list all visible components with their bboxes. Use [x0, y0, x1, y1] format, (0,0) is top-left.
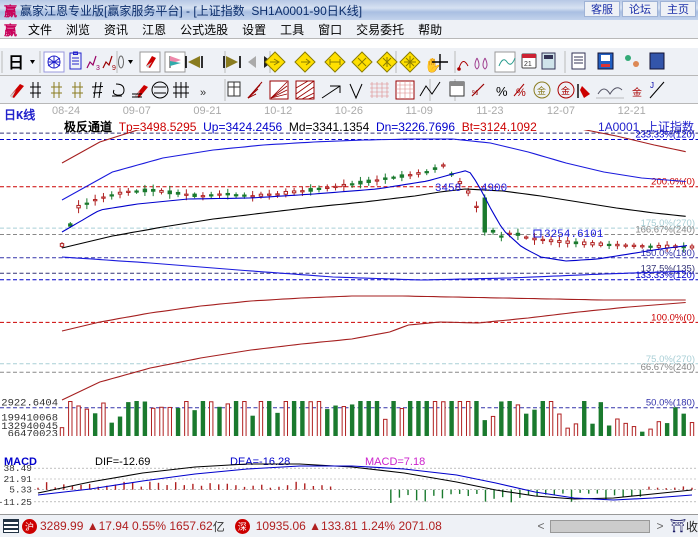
svg-text:66470023: 66470023: [8, 428, 58, 436]
svg-text:%: %: [496, 84, 508, 99]
svg-text:金: 金: [561, 85, 570, 96]
svg-text:166.67%(240): 166.67%(240): [635, 225, 695, 236]
svg-text:3458: 3458: [435, 183, 461, 195]
svg-text:38.49: 38.49: [3, 463, 32, 474]
svg-text:MACD=7.18: MACD=7.18: [365, 456, 425, 468]
svg-text:9: 9: [112, 65, 116, 72]
svg-text:3254.6101: 3254.6101: [544, 229, 604, 241]
svg-text:4900: 4900: [481, 183, 507, 195]
svg-text:J: J: [650, 81, 654, 90]
svg-text:-11.25: -11.25: [0, 497, 32, 508]
svg-text:%: %: [472, 90, 478, 97]
svg-text:3: 3: [96, 65, 100, 72]
svg-text:DIF=-12.69: DIF=-12.69: [95, 456, 150, 468]
svg-text:200.0%(0): 200.0%(0): [651, 177, 695, 188]
svg-text:金: 金: [632, 86, 642, 99]
svg-text:✋: ✋: [424, 57, 441, 73]
svg-text:5.33: 5.33: [9, 485, 32, 496]
svg-text:50.0%(180): 50.0%(180): [646, 398, 695, 409]
svg-text:150.0%(180): 150.0%(180): [641, 248, 695, 259]
svg-text:21: 21: [524, 61, 532, 68]
svg-text:100.0%(0): 100.0%(0): [651, 312, 695, 323]
svg-text:»: »: [200, 87, 206, 99]
svg-text:DEA=-16.28: DEA=-16.28: [230, 456, 290, 468]
svg-text:日: 日: [8, 54, 24, 72]
svg-text:21.91: 21.91: [3, 474, 32, 485]
svg-text:66.67%(240): 66.67%(240): [641, 362, 695, 373]
svg-text:金: 金: [537, 85, 546, 96]
svg-text:%: %: [516, 87, 526, 99]
svg-text:2922.6404: 2922.6404: [1, 397, 58, 409]
